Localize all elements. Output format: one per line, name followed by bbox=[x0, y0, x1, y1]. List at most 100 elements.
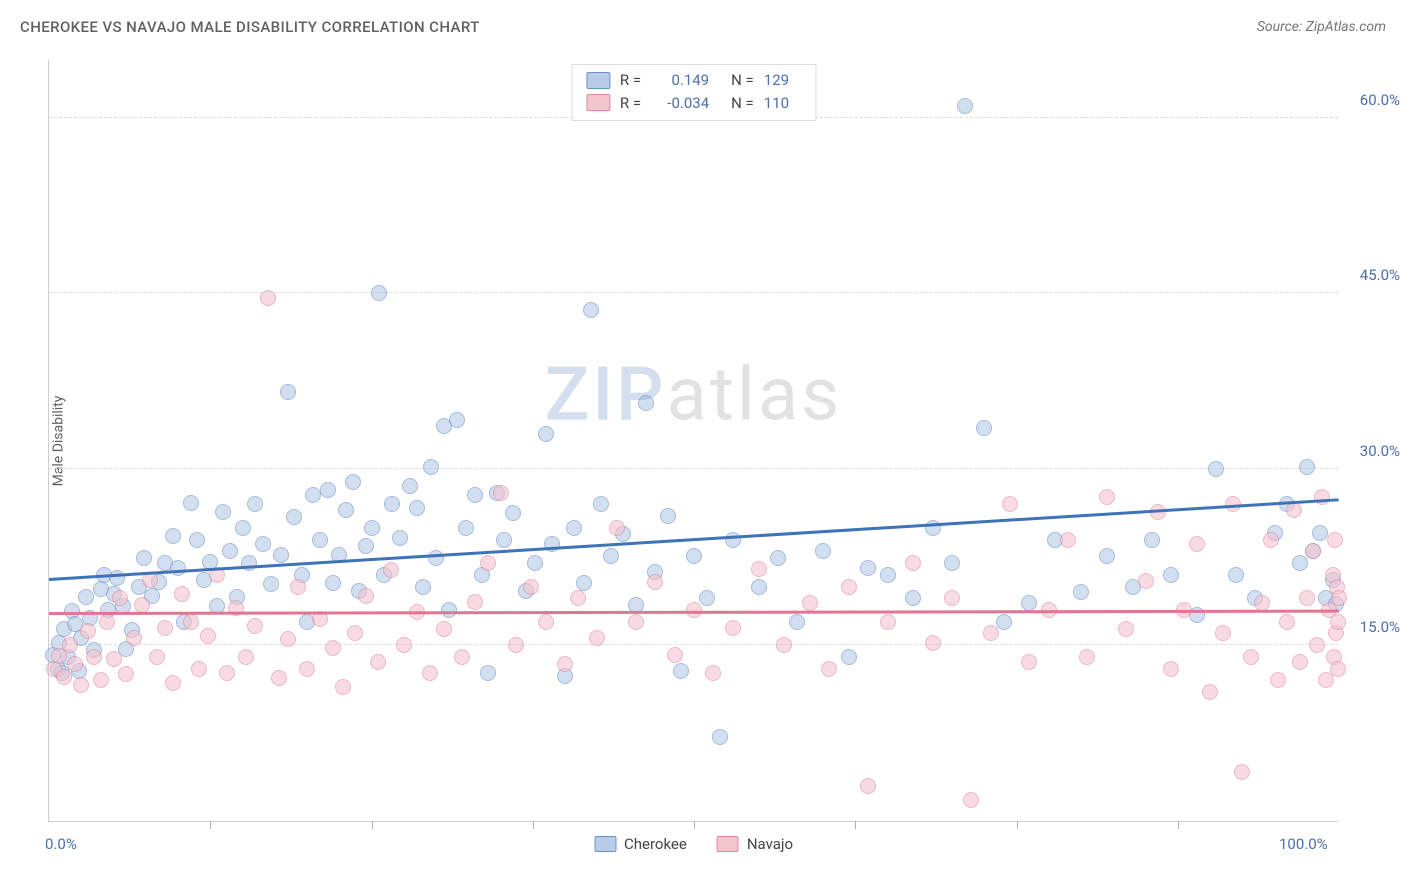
data-point-navajo bbox=[557, 656, 573, 672]
data-point-navajo bbox=[508, 637, 524, 653]
data-point-navajo bbox=[480, 555, 496, 571]
data-point-cherokee bbox=[449, 412, 465, 428]
data-point-navajo bbox=[325, 640, 341, 656]
legend-label: Navajo bbox=[747, 835, 793, 853]
data-point-cherokee bbox=[770, 550, 786, 566]
data-point-cherokee bbox=[441, 602, 457, 618]
data-point-navajo bbox=[106, 651, 122, 667]
correlation-legend: R =0.149N =129R =-0.034N =110 bbox=[571, 64, 816, 121]
watermark-right: atlas bbox=[666, 351, 842, 438]
data-point-navajo bbox=[802, 595, 818, 611]
y-tick-label: 15.0% bbox=[1360, 618, 1400, 636]
data-point-cherokee bbox=[638, 395, 654, 411]
data-point-navajo bbox=[67, 656, 83, 672]
data-point-navajo bbox=[751, 561, 767, 577]
data-point-navajo bbox=[1331, 590, 1347, 606]
data-point-cherokee bbox=[384, 496, 400, 512]
data-point-navajo bbox=[370, 654, 386, 670]
data-point-cherokee bbox=[976, 420, 992, 436]
data-point-navajo bbox=[1118, 621, 1134, 637]
data-point-cherokee bbox=[583, 302, 599, 318]
n-value: 110 bbox=[764, 92, 789, 115]
data-point-cherokee bbox=[538, 426, 554, 442]
data-point-cherokee bbox=[725, 532, 741, 548]
x-tick bbox=[694, 821, 695, 829]
data-point-cherokee bbox=[286, 509, 302, 525]
data-point-navajo bbox=[1243, 649, 1259, 665]
r-value: -0.034 bbox=[651, 92, 709, 115]
gridline bbox=[49, 292, 1338, 293]
data-point-navajo bbox=[523, 579, 539, 595]
x-tick-label: 0.0% bbox=[45, 835, 77, 853]
data-point-navajo bbox=[1060, 532, 1076, 548]
data-point-navajo bbox=[609, 520, 625, 536]
data-point-navajo bbox=[1138, 573, 1154, 589]
data-point-cherokee bbox=[566, 520, 582, 536]
r-label: R = bbox=[620, 69, 641, 92]
y-tick-label: 30.0% bbox=[1360, 442, 1400, 460]
data-point-navajo bbox=[1309, 637, 1325, 653]
data-point-cherokee bbox=[576, 575, 592, 591]
x-tick bbox=[1017, 821, 1018, 829]
data-point-cherokee bbox=[273, 547, 289, 563]
data-point-cherokee bbox=[480, 665, 496, 681]
data-point-navajo bbox=[422, 665, 438, 681]
data-point-navajo bbox=[260, 290, 276, 306]
data-point-navajo bbox=[1189, 536, 1205, 552]
data-point-navajo bbox=[347, 625, 363, 641]
data-point-cherokee bbox=[815, 543, 831, 559]
y-axis-title: Male Disability bbox=[50, 395, 66, 486]
data-point-cherokee bbox=[325, 575, 341, 591]
legend-swatch-navajo bbox=[717, 836, 739, 852]
data-point-cherokee bbox=[338, 502, 354, 518]
data-point-navajo bbox=[112, 590, 128, 606]
data-point-cherokee bbox=[860, 560, 876, 576]
data-point-navajo bbox=[705, 665, 721, 681]
data-point-navajo bbox=[1163, 661, 1179, 677]
chart-source: Source: ZipAtlas.com bbox=[1257, 19, 1386, 35]
gridline bbox=[49, 644, 1338, 645]
n-label: N = bbox=[731, 69, 754, 92]
data-point-cherokee bbox=[78, 589, 94, 605]
data-point-cherokee bbox=[358, 538, 374, 554]
data-point-cherokee bbox=[371, 285, 387, 301]
data-point-navajo bbox=[467, 594, 483, 610]
data-point-cherokee bbox=[241, 555, 257, 571]
data-point-navajo bbox=[1299, 590, 1315, 606]
data-point-navajo bbox=[983, 625, 999, 641]
data-point-navajo bbox=[157, 620, 173, 636]
data-point-cherokee bbox=[686, 548, 702, 564]
data-point-cherokee bbox=[751, 579, 767, 595]
x-tick bbox=[1178, 821, 1179, 829]
data-point-navajo bbox=[667, 647, 683, 663]
data-point-cherokee bbox=[880, 567, 896, 583]
data-point-navajo bbox=[219, 665, 235, 681]
data-point-navajo bbox=[238, 649, 254, 665]
data-point-navajo bbox=[1234, 764, 1250, 780]
data-point-navajo bbox=[628, 614, 644, 630]
data-point-cherokee bbox=[1299, 459, 1315, 475]
data-point-cherokee bbox=[215, 504, 231, 520]
data-point-navajo bbox=[290, 579, 306, 595]
data-point-navajo bbox=[191, 661, 207, 677]
data-point-navajo bbox=[944, 590, 960, 606]
scatter-plot: Male Disability ZIPatlas R =0.149N =129R… bbox=[48, 60, 1338, 822]
data-point-navajo bbox=[126, 630, 142, 646]
rn-row-cherokee: R =0.149N =129 bbox=[586, 69, 801, 92]
data-point-navajo bbox=[174, 586, 190, 602]
x-tick bbox=[533, 821, 534, 829]
data-point-cherokee bbox=[170, 560, 186, 576]
data-point-navajo bbox=[99, 614, 115, 630]
data-point-cherokee bbox=[1163, 567, 1179, 583]
watermark: ZIPatlas bbox=[545, 351, 843, 438]
data-point-navajo bbox=[860, 778, 876, 794]
data-point-navajo bbox=[93, 672, 109, 688]
data-point-cherokee bbox=[1228, 567, 1244, 583]
data-point-navajo bbox=[1270, 672, 1286, 688]
rn-row-navajo: R =-0.034N =110 bbox=[586, 92, 801, 115]
x-tick-label: 100.0% bbox=[1279, 835, 1328, 853]
data-point-navajo bbox=[1215, 625, 1231, 641]
data-point-cherokee bbox=[660, 508, 676, 524]
swatch-cherokee bbox=[586, 72, 610, 89]
data-point-navajo bbox=[1099, 489, 1115, 505]
